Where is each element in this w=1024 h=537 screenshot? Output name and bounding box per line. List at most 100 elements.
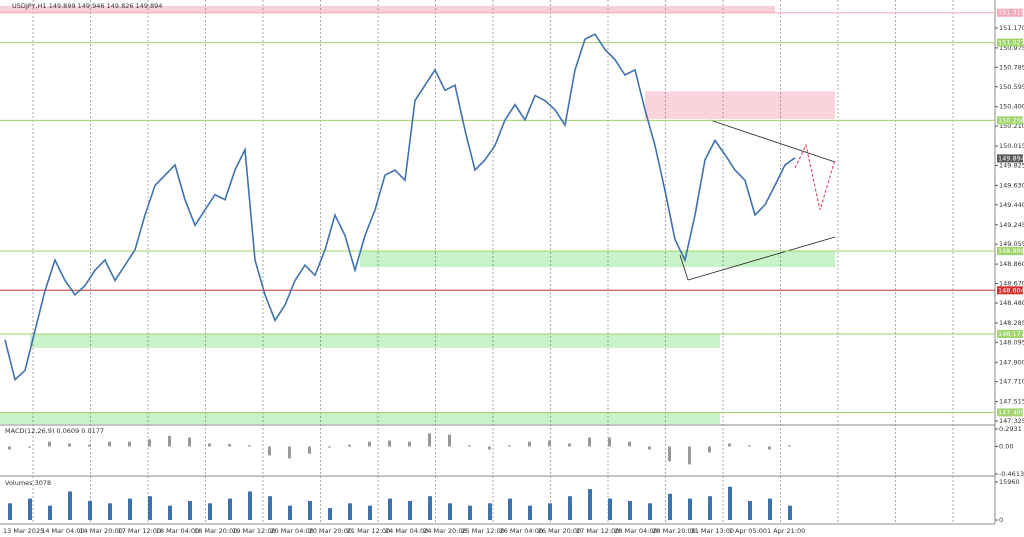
volume-bar <box>288 505 292 520</box>
y-tick-label: 0.2931 <box>999 425 1022 433</box>
macd-bar <box>288 446 291 459</box>
volume-bar <box>48 505 52 520</box>
macd-bar <box>568 443 571 447</box>
x-tick-label: 14 Mar 20:00 <box>79 527 122 535</box>
y-tick-label: 0 <box>999 516 1003 524</box>
level-label: 151.027 <box>998 39 1024 47</box>
macd-bar <box>448 434 451 447</box>
macd-bar <box>348 444 351 447</box>
macd-bar <box>8 446 11 450</box>
volume-bar <box>328 508 332 520</box>
volume-bar <box>508 498 512 520</box>
level-label-bg <box>997 8 1023 17</box>
macd-bar <box>128 441 131 447</box>
volume-bar <box>668 493 672 520</box>
macd-bar <box>728 443 731 447</box>
y-tick-label: 148.670 <box>999 280 1024 288</box>
level-label-bg <box>997 329 1023 338</box>
volume-bar <box>448 503 452 520</box>
level-label: 148.177 <box>998 330 1024 338</box>
x-tick-label: 24 Mar 20:00 <box>423 527 466 535</box>
macd-bar <box>108 441 111 447</box>
volume-bar <box>168 505 172 520</box>
level-label: 147.409 <box>998 408 1024 416</box>
macd-bar <box>188 437 191 447</box>
y-tick-label: 0.00 <box>999 442 1013 450</box>
macd-bar <box>408 441 411 447</box>
y-tick-label: 149.825 <box>999 161 1024 169</box>
y-tick-label: 149.630 <box>999 181 1024 189</box>
macd-bar <box>428 433 431 447</box>
volume-bar <box>388 498 392 520</box>
volume-bar <box>148 496 152 520</box>
y-tick-label: 147.710 <box>999 378 1024 386</box>
y-tick-label: 149.055 <box>999 240 1024 248</box>
macd-bar <box>588 437 591 447</box>
volume-bar <box>8 503 12 520</box>
level-label-bg <box>997 286 1023 295</box>
x-tick-label: 27 Mar 12:00 <box>576 527 619 535</box>
volume-bar <box>648 503 652 520</box>
y-tick-label: 148.860 <box>999 260 1024 268</box>
x-tick-label: 20 Mar 04:00 <box>270 527 313 535</box>
macd-bar <box>68 443 71 447</box>
level-label: 149.894 <box>998 154 1024 162</box>
level-label: 148.988 <box>998 247 1024 255</box>
header: USDJPY,H1 149.899 149.946 149.826 149.89… <box>12 2 162 10</box>
macd-bar <box>628 441 631 447</box>
y-tick-label: 150.400 <box>999 103 1024 111</box>
macd-bar <box>688 446 691 465</box>
volume-bar <box>588 489 592 520</box>
macd-bar <box>548 440 551 447</box>
macd-bar <box>608 437 611 447</box>
y-tick-label: 148.480 <box>999 299 1024 307</box>
macd-bar <box>228 444 231 447</box>
y-tick-label: 147.515 <box>999 398 1024 406</box>
x-tick-label: 24 Mar 04:00 <box>385 527 428 535</box>
macd-bar <box>248 445 251 447</box>
macd-bar <box>148 439 151 447</box>
macd-bar <box>308 446 311 454</box>
volume-bar <box>688 498 692 520</box>
x-tick-label: 18 Mar 20:00 <box>194 527 237 535</box>
volume-bar <box>248 491 252 520</box>
x-tick-label: 26 Mar 20:00 <box>538 527 581 535</box>
y-tick-label: 15960 <box>999 478 1020 486</box>
volume-bar <box>108 503 112 520</box>
volume-bar <box>68 491 72 520</box>
volume-bar <box>608 498 612 520</box>
macd-bar <box>208 443 211 447</box>
zone <box>30 333 720 348</box>
volume-bar <box>88 500 92 520</box>
y-tick-label: -0.4613 <box>999 470 1024 478</box>
macd-bar <box>48 441 51 447</box>
x-tick-label: 14 Mar 04:00 <box>41 527 84 535</box>
level-label: 151.319 <box>998 9 1024 17</box>
x-tick-label: 31 Mar 13:00 <box>691 527 734 535</box>
level-label-bg <box>997 154 1023 163</box>
y-tick-label: 147.325 <box>999 417 1024 425</box>
level-label-bg <box>997 38 1023 47</box>
zone <box>360 251 835 268</box>
macd-bar <box>28 446 31 448</box>
x-tick-label: 25 Mar 12:00 <box>461 527 504 535</box>
volume-bar <box>708 496 712 520</box>
volume-bar <box>308 500 312 520</box>
x-tick-label: 26 Mar 04:00 <box>500 527 543 535</box>
level-label: 150.266 <box>998 116 1024 124</box>
x-tick-label: 20 Mar 20:00 <box>309 527 352 535</box>
level-label: 148.604 <box>998 286 1024 294</box>
volume-bar <box>368 505 372 520</box>
macd-bar <box>328 446 331 448</box>
volume-bar <box>548 503 552 520</box>
zone <box>645 91 835 119</box>
x-tick-label: 1 Apr 21:00 <box>767 527 805 535</box>
level-label-bg <box>997 116 1023 125</box>
volume-bar <box>468 505 472 520</box>
macd-bar <box>88 444 91 447</box>
macd-bar <box>788 445 791 447</box>
triangle <box>679 119 836 281</box>
volume-bar <box>768 498 772 520</box>
